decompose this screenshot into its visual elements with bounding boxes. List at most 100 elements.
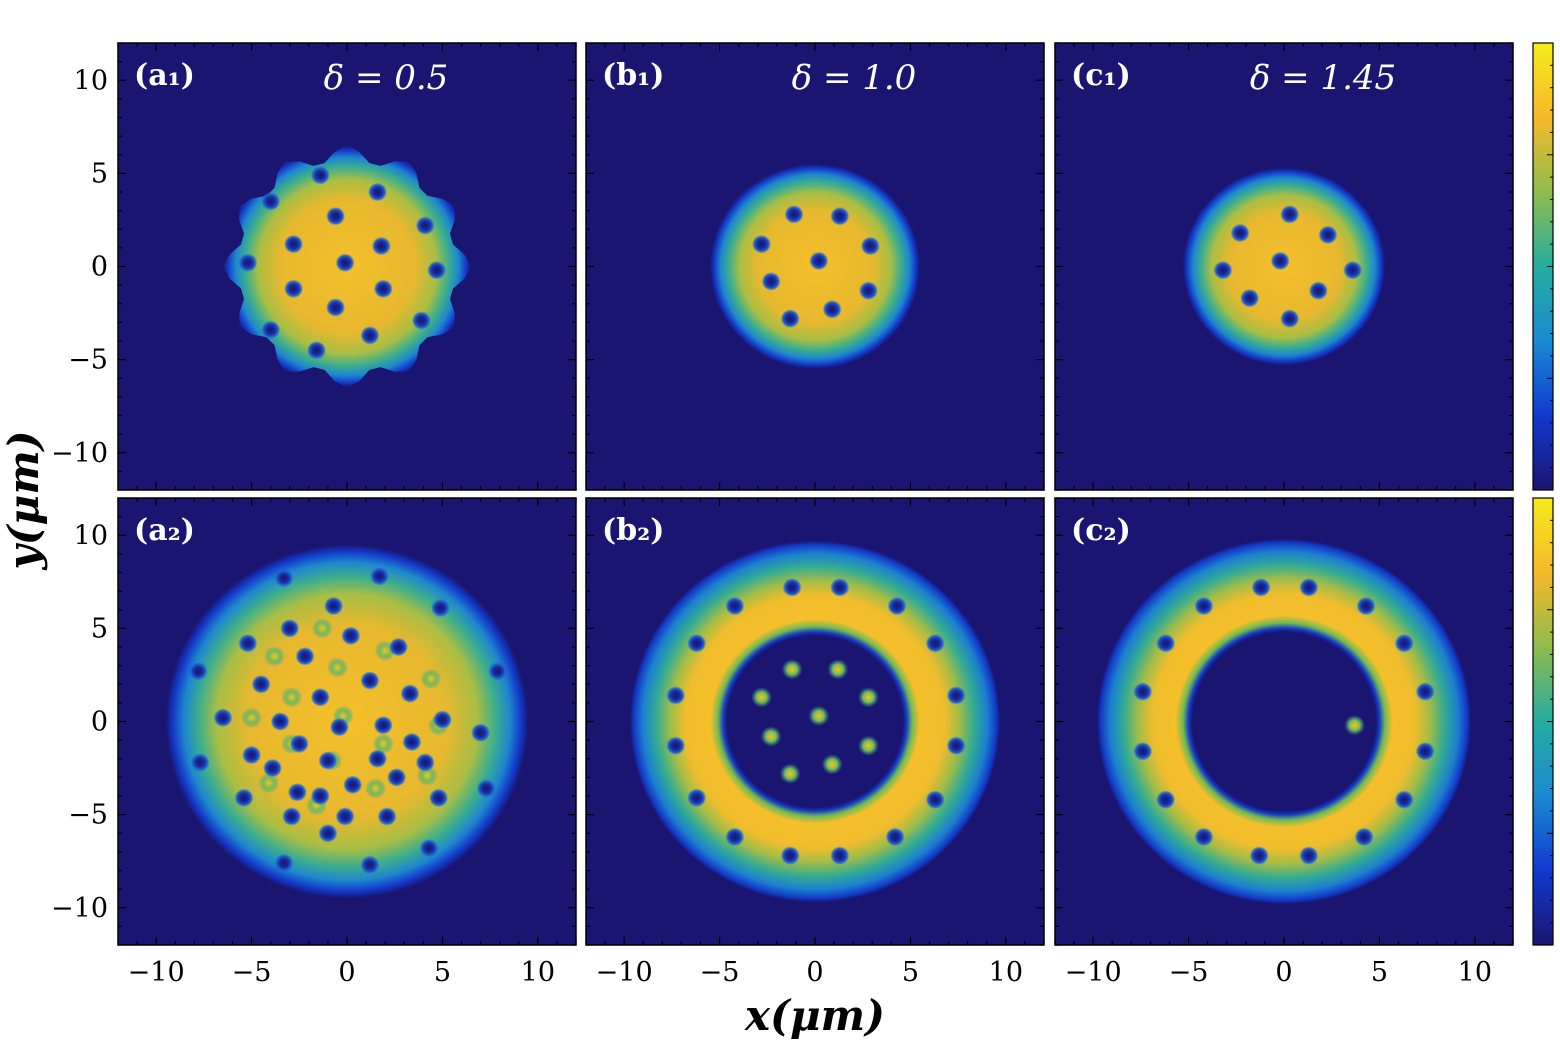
vortex-core: [925, 790, 945, 810]
bright-spot: [258, 772, 280, 794]
vortex-core: [263, 758, 283, 778]
vortex-core: [1270, 251, 1290, 271]
vortex-core: [830, 846, 850, 865]
vortex-core: [1343, 260, 1363, 280]
vortex-core: [419, 838, 439, 858]
y-tick-label: 10: [74, 65, 108, 96]
vortex-core: [1133, 682, 1153, 702]
vortex-core: [1230, 223, 1250, 243]
bright-spot: [821, 754, 843, 775]
vortex-core: [360, 671, 380, 690]
vortex-core: [326, 298, 346, 317]
vortex-core: [251, 674, 271, 694]
vortex-core: [1394, 790, 1414, 810]
vortex-core: [780, 309, 800, 328]
vortex-core: [1415, 682, 1435, 702]
panel-title: δ = 0.5: [324, 58, 449, 98]
x-tick-label: 5: [434, 957, 451, 988]
vortex-core: [752, 234, 772, 254]
x-tick-label: −10: [596, 957, 653, 988]
bright-spot: [263, 646, 285, 667]
vortex-core: [1156, 633, 1176, 653]
vortex-core: [289, 734, 309, 754]
bright-spot: [857, 735, 879, 756]
vortex-core: [213, 708, 233, 728]
y-tick-label: −5: [68, 345, 108, 376]
vortex-core: [274, 568, 294, 588]
bright-spot: [372, 733, 394, 755]
vortex-core: [326, 206, 346, 226]
vortex-core: [306, 341, 327, 360]
vortex-core: [725, 827, 745, 847]
vortex-core: [1156, 790, 1176, 810]
vortex-core: [238, 633, 258, 653]
vortex-core: [377, 807, 397, 826]
vortex-core: [371, 236, 391, 256]
bright-spot: [420, 668, 442, 689]
vortex-core: [429, 788, 449, 808]
panel-label: (a₂): [134, 513, 195, 548]
bright-spot: [1344, 714, 1366, 736]
vortex-core: [310, 687, 330, 707]
x-tick-label: −10: [128, 957, 185, 988]
vortex-core: [310, 786, 330, 806]
vortex-core: [234, 788, 254, 808]
vortex-core: [1308, 281, 1328, 301]
vortex-core: [1280, 205, 1300, 224]
vortex-core: [476, 779, 496, 798]
panel-label: (b₂): [602, 513, 665, 548]
vortex-core: [432, 710, 452, 729]
vortex-core: [1299, 846, 1319, 865]
vortex-core: [261, 320, 281, 340]
vortex-core: [1251, 578, 1271, 597]
vortex-core: [488, 661, 508, 681]
y-tick-label: 0: [91, 707, 108, 738]
vortex-core: [1356, 596, 1376, 616]
vortex-core: [335, 807, 355, 826]
vortex-core: [809, 251, 829, 271]
vortex-core: [1194, 827, 1214, 847]
axes-group: (a₁) δ = 0.5 10 5 0 −5 −10 (b₁) δ = 1.0 (c₁) δ = 1…: [51, 42, 1514, 988]
panel-1-1: [118, 43, 576, 490]
x-axis-label: x(μm): [744, 991, 885, 1040]
x-tick-label: 0: [1275, 957, 1292, 988]
vortex-core: [725, 596, 745, 616]
vortex-core: [1354, 827, 1374, 847]
vortex-core: [887, 596, 907, 616]
x-tick-label: 10: [521, 957, 555, 988]
x-tick-label: 0: [806, 957, 823, 988]
vortex-core: [284, 279, 304, 299]
panel-2-3: [1055, 498, 1513, 945]
y-tick-label: −5: [68, 800, 108, 831]
bright-spot: [779, 763, 801, 784]
bright-spot: [781, 659, 803, 680]
x-tick-label: −5: [1169, 957, 1209, 988]
vortex-core: [782, 578, 802, 597]
vortex-core: [402, 732, 422, 752]
vortex-core: [310, 165, 330, 185]
vortex-core: [1318, 225, 1338, 245]
y-tick-label: 10: [74, 520, 108, 551]
vortex-core: [666, 686, 686, 705]
vortex-core: [822, 300, 842, 319]
vortex-core: [261, 192, 281, 211]
bright-spot: [760, 726, 782, 747]
colorbars-group: [1532, 42, 1554, 946]
vortex-core: [946, 736, 966, 756]
y-tick-label: 0: [91, 252, 108, 283]
bright-spot: [326, 657, 348, 678]
bright-spot: [365, 778, 387, 799]
y-tick-label: −10: [51, 893, 108, 924]
panels-group: [118, 43, 1513, 945]
y-tick-label: 5: [91, 158, 108, 189]
vortex-core: [666, 736, 686, 756]
vortex-core: [1213, 260, 1233, 280]
vortex-core: [415, 753, 435, 772]
vortex-core: [858, 281, 878, 301]
x-tick-label: −5: [232, 957, 272, 988]
panel-label: (a₁): [134, 58, 195, 93]
x-tick-label: 5: [902, 957, 919, 988]
vortex-core: [1133, 741, 1153, 761]
vortex-core: [287, 782, 307, 802]
bright-spot: [281, 687, 303, 708]
